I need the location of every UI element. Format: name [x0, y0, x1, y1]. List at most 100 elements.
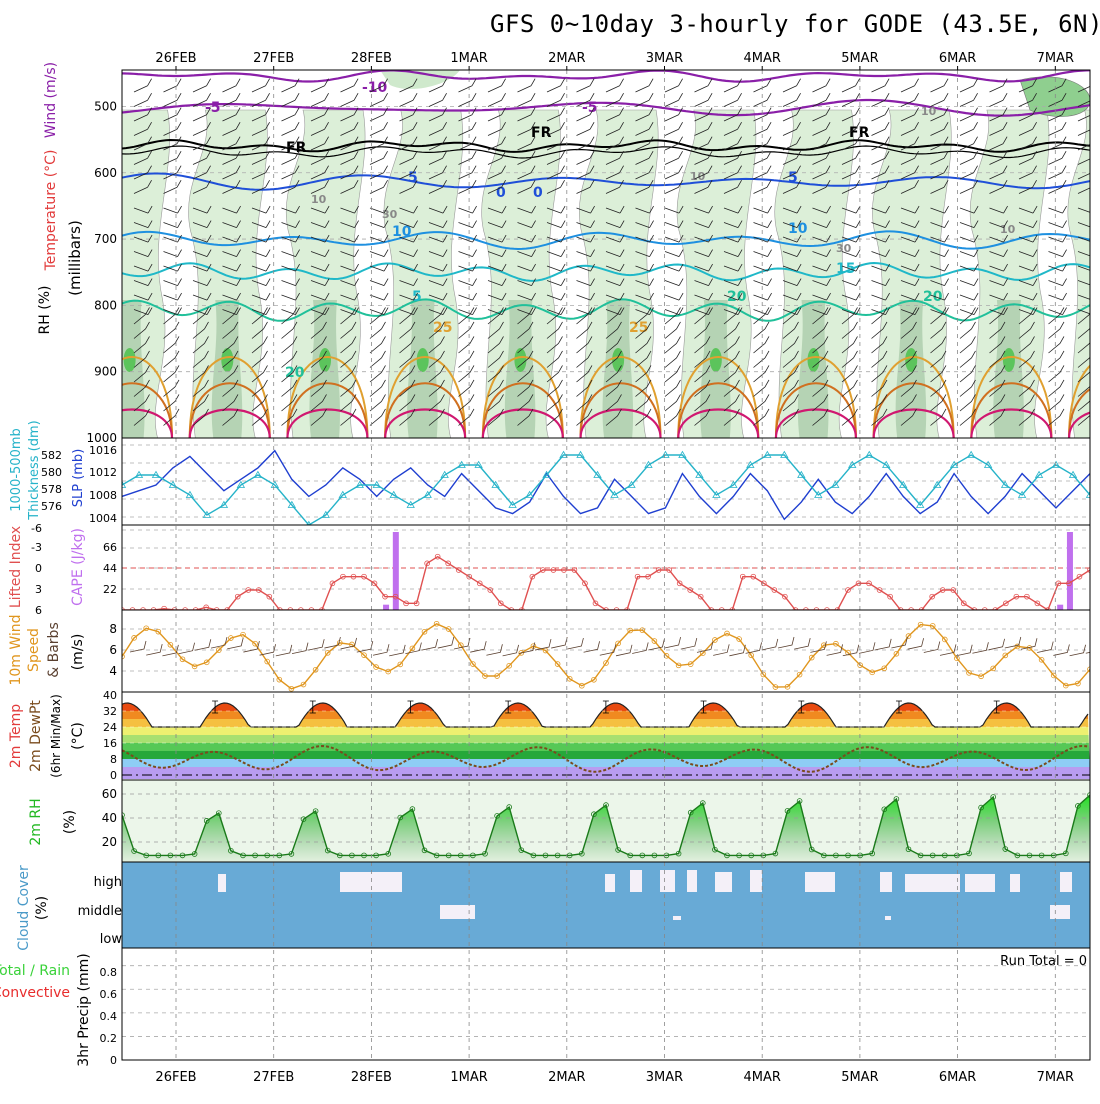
wind10-line-point: [167, 641, 174, 648]
wind-barb: [1018, 307, 1035, 325]
wind-barb: [310, 394, 327, 412]
wind10-line-point: [252, 640, 258, 647]
pressure-tick-label: 900: [94, 365, 117, 379]
date-label-top: 5MAR: [841, 51, 878, 66]
wind-barb: [930, 205, 949, 214]
wind-barb: [458, 292, 477, 301]
wind-barb: [694, 292, 713, 301]
wind-barb: [310, 263, 330, 272]
wind-barb: [989, 205, 1008, 214]
wind-barb: [310, 220, 330, 228]
rh-shade-green: [905, 348, 918, 372]
slp-axis-label: SLP (mb): [71, 449, 86, 508]
wind-barb: [782, 107, 801, 122]
thickness-line-point: [270, 480, 280, 488]
wind-barb: [340, 365, 357, 383]
contour-label: 20: [285, 365, 305, 381]
rh2m-line-point: [494, 813, 500, 819]
wind10-axis-label-3-text: & Barbs: [46, 622, 62, 678]
wind10-line-point: [917, 621, 924, 628]
wind-barb: [1018, 263, 1038, 272]
wind-barb: [428, 234, 448, 243]
contour-label: FR: [286, 140, 307, 156]
wind-barb: [222, 93, 241, 107]
wind-barb: [192, 165, 211, 180]
wind-barb: [546, 78, 565, 93]
wind-barb: [959, 336, 976, 354]
wind-barb: [635, 292, 654, 301]
wind-barb: [487, 107, 506, 122]
wind-barb: [458, 107, 477, 122]
temp-band: [122, 727, 1090, 735]
wind10-line-point: [736, 636, 742, 642]
rh2m-line-point: [312, 808, 319, 814]
minmax-bar: [505, 700, 512, 714]
wind10-line-point: [687, 661, 694, 667]
rh2m-line-point: [796, 798, 803, 804]
wind-barb: [900, 336, 917, 354]
rh2m-line-point: [264, 852, 271, 859]
rh2m-line-point: [748, 852, 754, 859]
wind-barb: [163, 205, 182, 214]
rh2m-line-point: [433, 852, 440, 859]
rh2m-axis-label-2: (%): [62, 810, 78, 834]
wind-barb: [576, 263, 595, 272]
thickness-tick-label: 582: [41, 449, 62, 462]
wind-barb: [192, 107, 211, 122]
wind-barb: [959, 220, 979, 228]
wind-barb: [841, 365, 858, 383]
pressure-tick-label: 800: [94, 298, 117, 312]
lifted-axis-label-text: Lifted Index: [8, 526, 24, 608]
wind-barb: [959, 263, 979, 272]
wind-barb: [310, 249, 330, 257]
wind-barb: [694, 165, 713, 180]
temp2m-axis-label-1: 2m Temp: [8, 704, 24, 768]
contour-label: 15: [836, 261, 855, 277]
temp2m-tick-label: 16: [103, 737, 117, 750]
rh2m-line-point: [506, 804, 513, 810]
wind-barb: [1048, 136, 1067, 151]
rh2m-line-point: [566, 852, 573, 859]
thickness-tick-label: 578: [41, 483, 62, 496]
wind-barb: [576, 278, 595, 286]
date-label-bottom: 4MAR: [743, 1070, 780, 1085]
thickness-line-point: [134, 470, 144, 478]
wind10-barb: [875, 638, 892, 651]
contour-label: 25: [433, 320, 452, 336]
contour-label: 5: [412, 289, 422, 305]
wind-barb: [1048, 379, 1065, 397]
wind10-line-point: [482, 673, 488, 679]
wind-barb: [576, 249, 595, 257]
wind-barb: [753, 180, 772, 194]
thickness-line-point: [1017, 490, 1027, 498]
wind-barb: [812, 180, 831, 194]
wind-barb: [782, 205, 802, 214]
wind-barb: [251, 136, 270, 151]
wind-barb: [576, 136, 595, 151]
precip-axis-label-text: 3hr Precip (mm): [76, 953, 92, 1066]
wind-barb: [546, 151, 565, 165]
wind10-tick-label: 4: [109, 664, 117, 678]
cloud-axis-label-1-text: Cloud Cover: [16, 865, 32, 951]
wind-barb: [369, 165, 388, 180]
wind-barb: [753, 249, 772, 257]
wind10-barb: [1069, 644, 1086, 657]
wind-barb: [310, 107, 329, 122]
wind-barb: [340, 180, 359, 194]
thickness-line-point: [287, 500, 297, 508]
rh2m-line-point: [228, 847, 234, 854]
rh2m-line-point: [288, 851, 295, 857]
wind-barb: [399, 165, 418, 180]
wind-barb: [192, 263, 212, 272]
contour-15: [122, 261, 1090, 282]
wind-barb: [635, 365, 652, 383]
wind-barb: [517, 365, 534, 383]
wind-barb: [133, 205, 153, 214]
wind10-line-point: [131, 635, 137, 641]
wind-barb: [812, 93, 831, 107]
wind-barb: [576, 234, 595, 243]
wind-barb: [812, 122, 831, 136]
wind-barb: [192, 365, 209, 383]
wind-barb: [340, 165, 359, 180]
wind10-line-point: [724, 630, 730, 637]
